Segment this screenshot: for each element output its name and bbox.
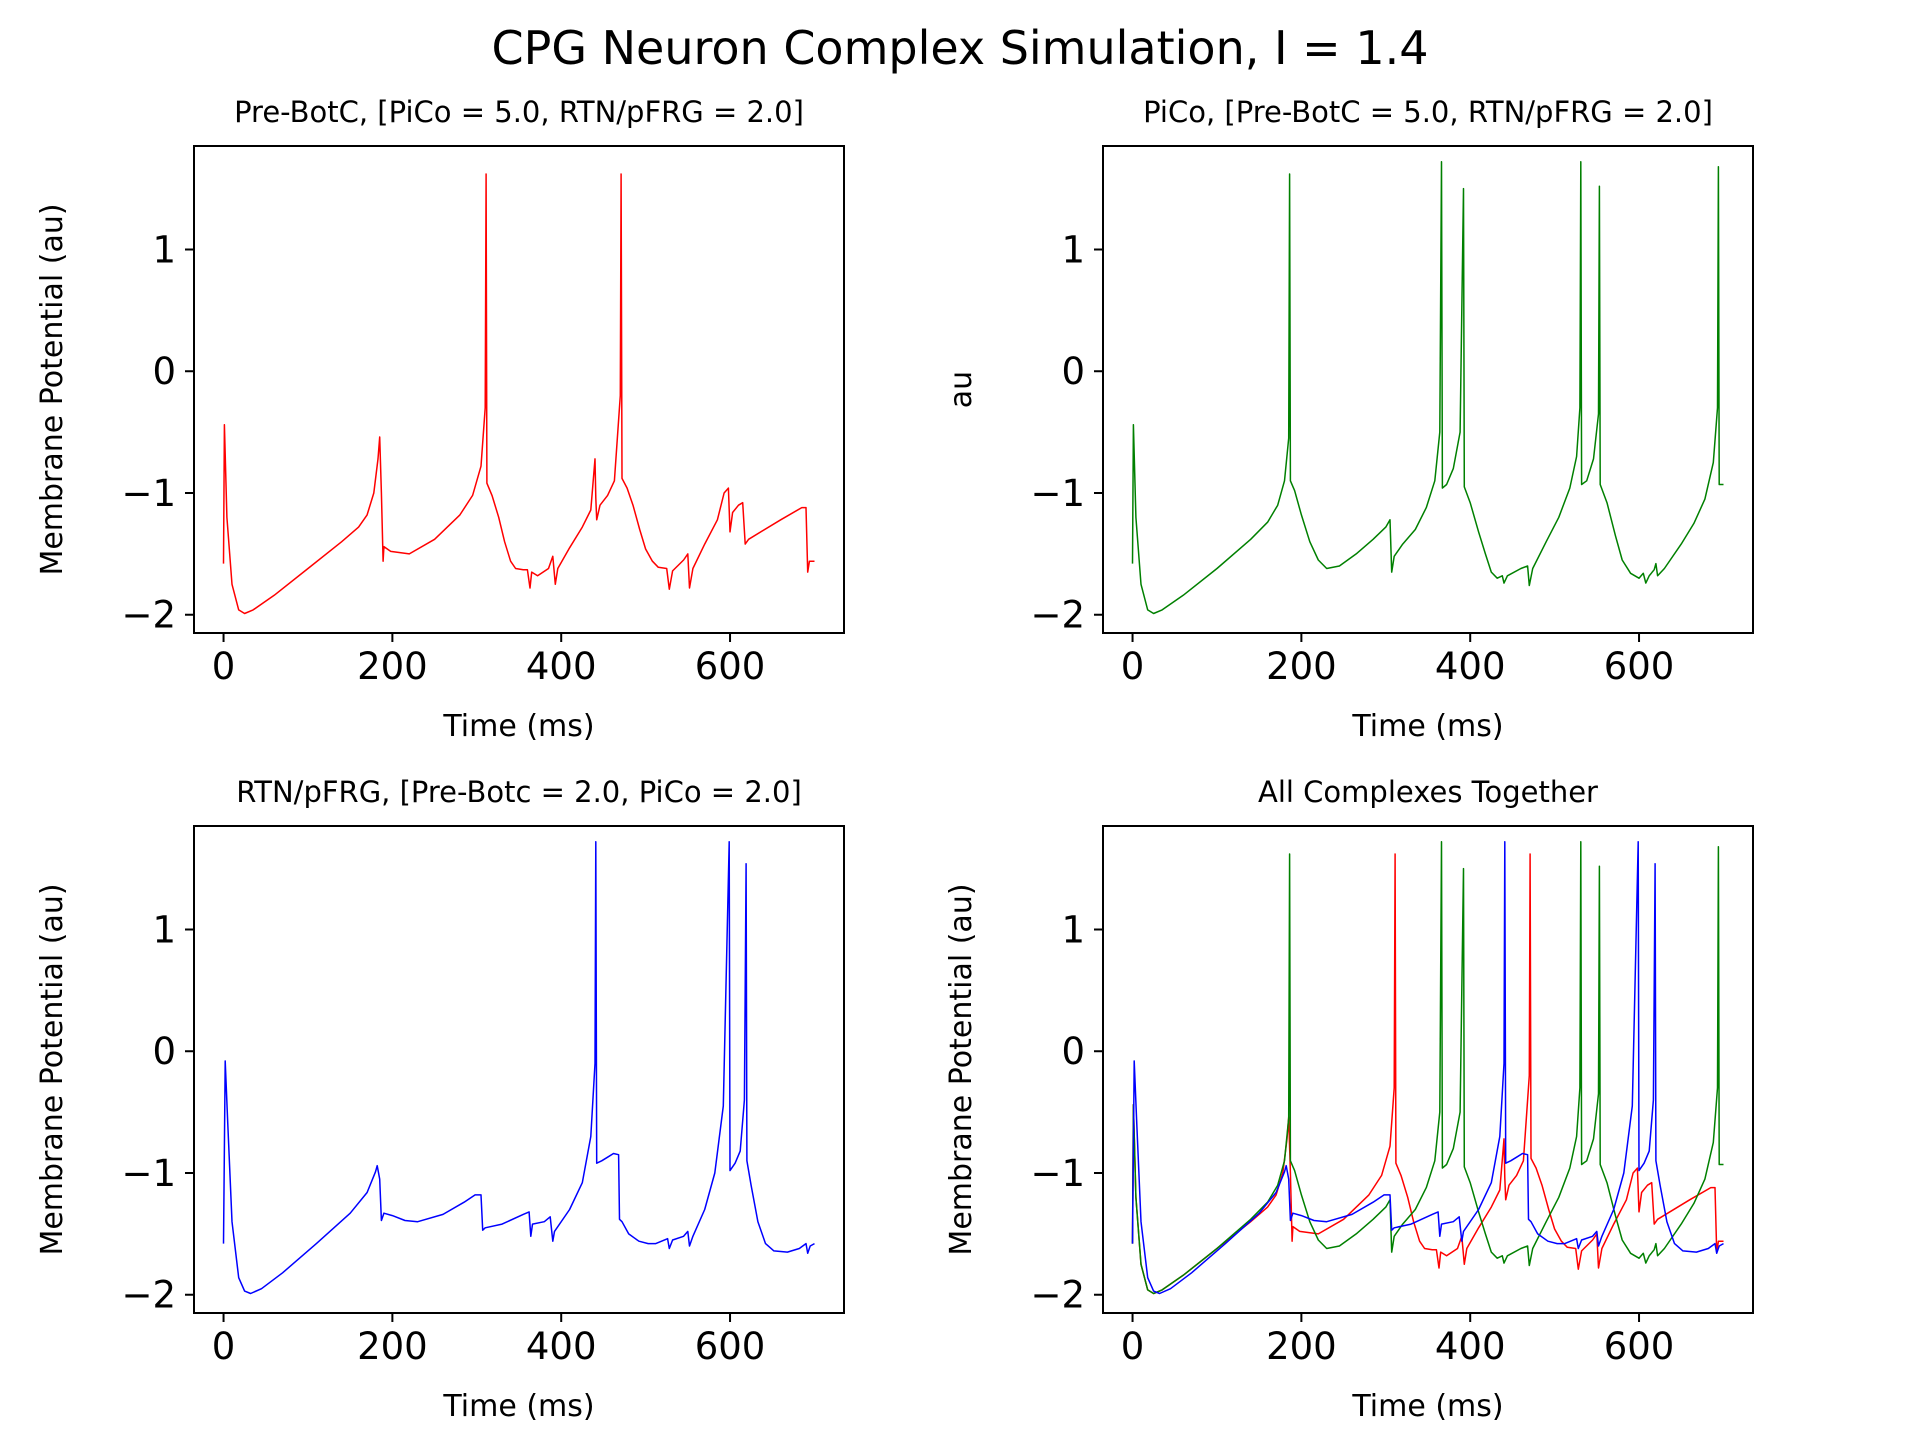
- x-tick-label: 200: [357, 645, 428, 688]
- axes-frame: [1102, 145, 1754, 634]
- y-tick-label: −1: [121, 472, 176, 515]
- y-tick-label: −2: [1030, 594, 1085, 637]
- subplot-1: Pre-BotC, [PiCo = 5.0, RTN/pFRG = 2.0] 0 2…: [35, 95, 845, 744]
- subplot-title: PiCo, [Pre-BotC = 5.0, RTN/pFRG = 2.0]: [1143, 95, 1713, 129]
- x-tick-label: 200: [357, 1325, 428, 1368]
- axes-frame: [193, 825, 845, 1314]
- series-line-1: [1131, 161, 1724, 615]
- x-axis-label: Time (ms): [442, 709, 594, 744]
- subplot-3: RTN/pFRG, [Pre-Botc = 2.0, PiCo = 2.0] 0 2…: [35, 775, 845, 1424]
- x-tick-label: 0: [212, 1325, 236, 1368]
- x-axis-label: Time (ms): [1351, 1389, 1503, 1424]
- x-tick-label: 0: [1121, 1325, 1145, 1368]
- y-tick-label: −2: [121, 594, 176, 637]
- y-tick-label: 1: [152, 228, 176, 271]
- x-axis-label: Time (ms): [442, 1389, 594, 1424]
- y-tick-label: 0: [1061, 1030, 1085, 1073]
- x-tick-label: 400: [526, 1325, 597, 1368]
- subplot-title: Pre-BotC, [PiCo = 5.0, RTN/pFRG = 2.0]: [234, 95, 804, 129]
- y-axis-label: au: [944, 371, 979, 408]
- axes-frame: [193, 145, 845, 634]
- axes-frame: [1102, 825, 1754, 1314]
- x-tick-label: 400: [1435, 1325, 1506, 1368]
- series-line-2: [1131, 841, 1724, 1295]
- y-tick-label: 1: [1061, 908, 1085, 951]
- subplot-2: PiCo, [Pre-BotC = 5.0, RTN/pFRG = 2.0] 0 2…: [944, 95, 1754, 744]
- x-tick-label: 0: [212, 645, 236, 688]
- x-tick-label: 600: [695, 1325, 766, 1368]
- series-line-1: [222, 841, 815, 1295]
- y-axis-label: Membrane Potential (au): [35, 203, 70, 575]
- figure-title: CPG Neuron Complex Simulation, I = 1.4: [492, 21, 1429, 75]
- x-tick-label: 600: [1604, 1325, 1675, 1368]
- subplot-title: All Complexes Together: [1258, 775, 1598, 809]
- x-axis-label: Time (ms): [1351, 709, 1503, 744]
- x-tick-label: 200: [1266, 645, 1337, 688]
- y-tick-label: −1: [121, 1152, 176, 1195]
- y-tick-label: −2: [1030, 1274, 1085, 1317]
- x-tick-label: 600: [1604, 645, 1675, 688]
- series-line-3: [1131, 841, 1724, 1295]
- x-tick-label: 400: [526, 645, 597, 688]
- y-tick-label: −1: [1030, 1152, 1085, 1195]
- x-tick-label: 400: [1435, 645, 1506, 688]
- y-tick-label: −1: [1030, 472, 1085, 515]
- x-tick-label: 200: [1266, 1325, 1337, 1368]
- y-axis-label: Membrane Potential (au): [944, 883, 979, 1255]
- y-tick-label: 0: [1061, 350, 1085, 393]
- x-tick-label: 600: [695, 645, 766, 688]
- subplot-title: RTN/pFRG, [Pre-Botc = 2.0, PiCo = 2.0]: [236, 775, 802, 809]
- series-line-1: [222, 173, 815, 615]
- y-tick-label: 1: [1061, 228, 1085, 271]
- y-tick-label: −2: [121, 1274, 176, 1317]
- y-tick-label: 0: [152, 1030, 176, 1073]
- subplot-4: All Complexes Together 0 200 400 600 −2 −1 0 1 Ti…: [944, 775, 1754, 1424]
- x-tick-label: 0: [1121, 645, 1145, 688]
- subplots: Pre-BotC, [PiCo = 5.0, RTN/pFRG = 2.0] 0 2…: [35, 95, 1754, 1424]
- y-tick-label: 0: [152, 350, 176, 393]
- y-axis-label: Membrane Potential (au): [35, 883, 70, 1255]
- y-tick-label: 1: [152, 908, 176, 951]
